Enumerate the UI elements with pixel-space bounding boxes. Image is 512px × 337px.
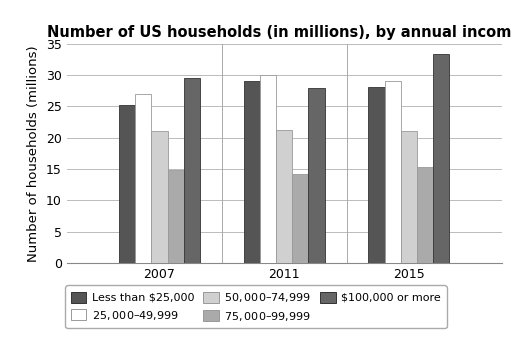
Bar (368, 87, 385, 263)
Bar (260, 75, 276, 263)
Bar (433, 54, 450, 263)
Bar (119, 104, 135, 263)
Bar (167, 170, 184, 263)
Bar (401, 131, 417, 263)
Legend: Less than $25,000, $25,000–$49,999, $50,000–$74,999, $75,000–$99,999, $100,000 o: Less than $25,000, $25,000–$49,999, $50,… (66, 285, 446, 328)
X-axis label: Year: Year (268, 286, 301, 299)
Title: Number of US households (in millions), by annual income: Number of US households (in millions), b… (47, 25, 512, 40)
Bar (135, 94, 152, 263)
Bar (417, 167, 433, 263)
Bar (244, 81, 260, 263)
Bar (184, 78, 200, 263)
Bar (152, 131, 167, 263)
Bar (308, 88, 325, 263)
Bar (385, 81, 401, 263)
Bar (276, 130, 292, 263)
Y-axis label: Number of households (millions): Number of households (millions) (27, 45, 40, 262)
Bar (292, 174, 308, 263)
